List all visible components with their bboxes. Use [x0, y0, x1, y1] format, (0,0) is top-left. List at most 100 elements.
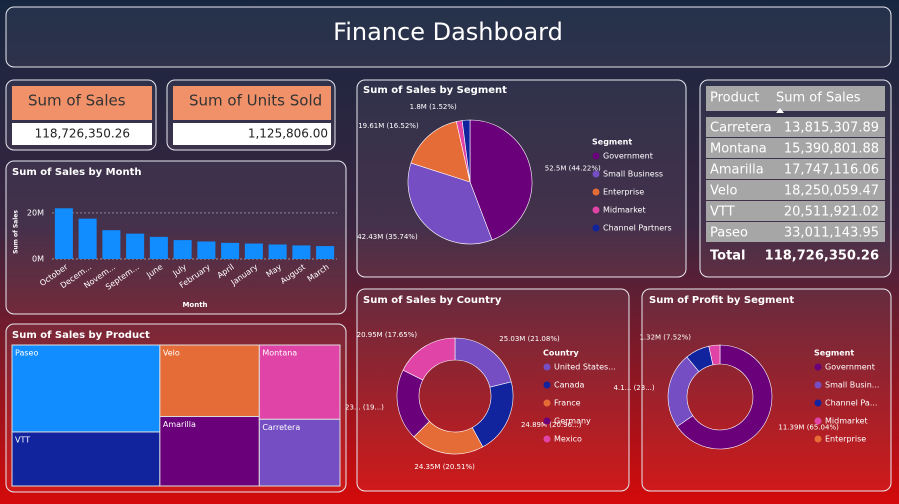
- legend-label: Government: [825, 363, 875, 372]
- x-axis-label: Month: [182, 301, 207, 309]
- card-body: [173, 123, 331, 145]
- treemap-tile: [11, 344, 161, 433]
- table-cell: 17,747,116.06: [784, 163, 879, 178]
- legend-label: Canada: [554, 381, 585, 390]
- slice: [676, 344, 773, 450]
- card-value: 1,125,806.00: [248, 127, 328, 141]
- sort-arrow: [776, 108, 784, 113]
- treemap-tile: [159, 415, 260, 487]
- legend-label: Enterprise: [825, 435, 866, 444]
- legend-marker: [592, 206, 600, 214]
- legend-title: Segment: [814, 349, 854, 358]
- bar: [292, 245, 311, 259]
- y-tick-label: 20M: [27, 208, 44, 217]
- data-label: 20.95M (17.65%): [357, 331, 418, 339]
- legend-marker: [814, 381, 822, 389]
- chart-panel: [5, 160, 347, 315]
- legend-marker: [592, 152, 600, 160]
- card-header: [12, 86, 152, 120]
- legend-title: Segment: [592, 138, 632, 147]
- data-label: 25.03M (21.08%): [499, 335, 560, 343]
- tile-label: Paseo: [15, 349, 38, 358]
- treemap-tile: [258, 344, 341, 420]
- bar: [197, 241, 216, 259]
- tile-label: Montana: [262, 349, 297, 358]
- bar: [78, 218, 97, 259]
- card-header: [173, 86, 331, 120]
- slice: [461, 119, 471, 183]
- table-cell: Carretera: [710, 121, 772, 136]
- table-row: [706, 117, 885, 137]
- tile-label: Carretera: [262, 423, 300, 432]
- dashboard-title: Finance Dashboard: [333, 18, 563, 46]
- bar: [54, 208, 73, 259]
- legend-marker: [543, 435, 551, 443]
- legend-marker: [814, 435, 822, 443]
- legend-label: Government: [603, 152, 653, 161]
- slice: [407, 162, 493, 245]
- legend-marker: [592, 224, 600, 232]
- legend-marker: [543, 381, 551, 389]
- table-row: [706, 180, 885, 200]
- legend-marker: [543, 363, 551, 371]
- treemap-tile: [258, 418, 341, 487]
- legend-label: Channel Partners: [603, 224, 672, 233]
- slice: [708, 344, 721, 366]
- bar: [316, 246, 335, 259]
- legend-label: Small Busin...: [825, 381, 879, 390]
- column-header: Sum of Sales: [776, 91, 861, 106]
- table-cell: 33,011,143.95: [784, 226, 879, 241]
- legend-label: Enterprise: [603, 188, 644, 197]
- data-label: 42.43M (35.74%): [357, 233, 418, 241]
- legend-label: United States...: [554, 363, 616, 372]
- slice: [469, 119, 533, 241]
- bar: [149, 236, 168, 259]
- card-label: Sum of Sales: [28, 92, 126, 110]
- bar: [126, 233, 145, 259]
- slice: [402, 337, 456, 381]
- chart-title: Sum of Sales by Segment: [363, 85, 507, 96]
- bar: [221, 242, 240, 259]
- data-label: 23... (19...): [345, 403, 384, 411]
- table-cell: 18,250,059.47: [784, 184, 879, 199]
- data-label: 19.61M (16.52%): [358, 122, 419, 130]
- treemap-tile: [159, 344, 260, 417]
- y-tick-label: 0M: [32, 255, 44, 264]
- card-body: [12, 123, 152, 145]
- legend-label: Channel Pa...: [825, 399, 877, 408]
- card-value: 118,726,350.26: [35, 127, 130, 141]
- table-cell: 15,390,801.88: [784, 142, 879, 157]
- data-label: 1.8M (1.52%): [410, 103, 457, 111]
- chart-title: Sum of Profit by Segment: [649, 295, 794, 306]
- data-label: 52.5M (44.22%): [545, 164, 601, 172]
- legend-label: Small Business: [603, 170, 663, 179]
- chart-title: Sum of Sales by Country: [363, 295, 502, 306]
- chart-title: Sum of Sales by Month: [12, 167, 142, 178]
- tile-label: Velo: [163, 349, 180, 358]
- bar: [268, 244, 287, 259]
- table-row: [706, 138, 885, 158]
- table-cell: Montana: [710, 142, 767, 157]
- bar: [173, 240, 192, 259]
- treemap-tile: [11, 431, 161, 487]
- legend-label: Midmarket: [825, 417, 868, 426]
- table-row: [706, 159, 885, 179]
- data-label: 11.39M (65.04%): [778, 424, 839, 432]
- table-cell: Paseo: [710, 226, 748, 241]
- column-header: Product: [710, 91, 759, 106]
- table-row: [706, 201, 885, 221]
- data-label: 24.35M (20.51%): [414, 463, 475, 471]
- table-total: Total: [710, 249, 746, 264]
- data-label: 4.1... (23...): [614, 384, 655, 392]
- bar: [244, 243, 263, 259]
- data-label: 24.89M (20.96...): [521, 421, 582, 429]
- card-label: Sum of Units Sold: [189, 92, 322, 110]
- table-row: [706, 222, 885, 242]
- table-header: [706, 86, 885, 111]
- legend-marker: [814, 399, 822, 407]
- legend-marker: [592, 188, 600, 196]
- legend-marker: [543, 399, 551, 407]
- legend-marker: [814, 417, 822, 425]
- slice: [410, 121, 471, 183]
